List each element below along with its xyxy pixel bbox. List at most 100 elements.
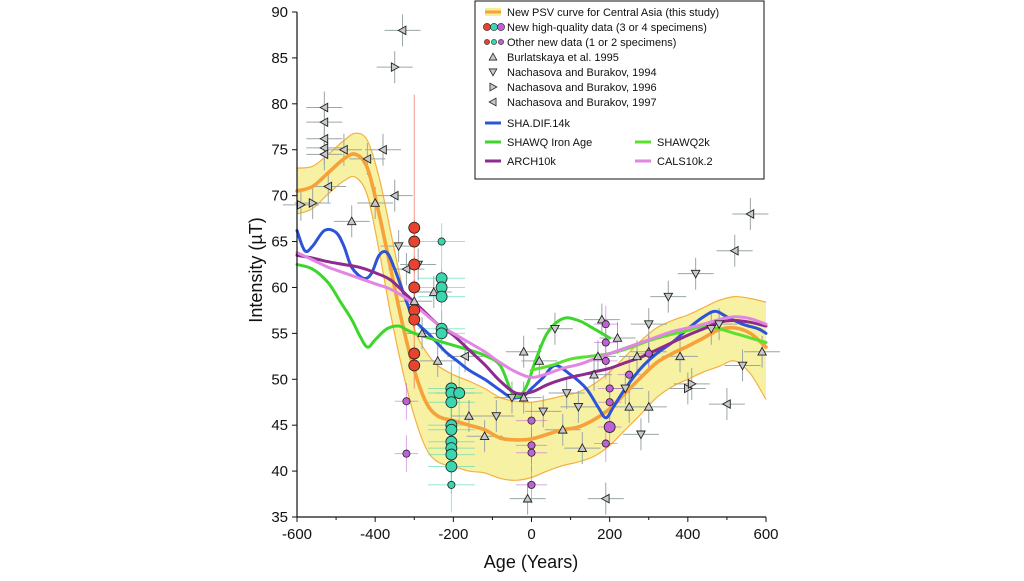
new-data-point (402, 397, 411, 406)
new-data-point (601, 338, 610, 347)
literature-point (432, 355, 443, 365)
literature-point (401, 264, 411, 275)
y-tick-label: 40 (271, 463, 288, 480)
x-tick-label: 0 (527, 526, 535, 543)
literature-point (721, 399, 731, 410)
new-data-point (408, 359, 421, 372)
literature-point (690, 269, 701, 279)
series-line-2 (295, 227, 768, 420)
literature-point (600, 493, 610, 504)
series-line-5 (295, 253, 768, 396)
legend-label: SHA.DIF.14k (507, 118, 570, 130)
new-data-point (527, 448, 536, 457)
literature-point (319, 149, 329, 160)
legend-swatch-dot (498, 39, 504, 45)
literature-point (319, 102, 329, 113)
literature-point (393, 242, 404, 252)
new-data-point (445, 448, 458, 461)
literature-point (612, 332, 623, 342)
literature-point (319, 133, 329, 144)
new-data-point (445, 423, 458, 436)
legend-label: SHAWQ Iron Age (507, 137, 592, 149)
new-data-point (601, 356, 610, 365)
new-data-point (445, 396, 458, 409)
legend-label: Other new data (1 or 2 specimens) (507, 37, 676, 49)
literature-point (506, 393, 517, 403)
literature-point (549, 324, 560, 334)
y-tick-label: 85 (271, 50, 288, 67)
literature-point (319, 142, 329, 153)
literature-point (464, 410, 474, 420)
series-line-6 (295, 251, 768, 379)
literature-point (518, 392, 529, 402)
x-tick-label: -400 (360, 526, 390, 543)
literature-point (338, 144, 348, 155)
literature-point (522, 493, 533, 503)
literature-point (592, 351, 603, 361)
x-axis-title: Age (Years) (484, 552, 578, 572)
x-tick-label: 400 (675, 526, 700, 543)
legend-label: SHAWQ2k (657, 137, 710, 149)
legend-swatch-dot (483, 23, 491, 31)
legend-label: New high-quality data (3 or 4 specimens) (507, 22, 707, 34)
literature-point (390, 62, 400, 73)
legend-swatch-triangle (488, 68, 498, 77)
new-data-point (527, 480, 536, 489)
legend-box (474, 0, 765, 180)
literature-point (620, 384, 631, 394)
x-tick-label: 600 (753, 526, 778, 543)
literature-point (557, 424, 568, 434)
literature-point (308, 198, 318, 208)
literature-point (417, 328, 428, 338)
literature-point (632, 351, 642, 361)
psv-envelope-lower (296, 175, 767, 481)
new-data-point (527, 416, 536, 425)
literature-point (346, 216, 357, 226)
series-line-3 (295, 263, 612, 399)
new-data-point (435, 290, 448, 303)
literature-point (635, 430, 646, 440)
x-tick-label: 200 (597, 526, 622, 543)
x-tick-label: -200 (438, 526, 468, 543)
literature-point (589, 369, 599, 379)
legend-label: CALS10k.2 (657, 156, 713, 168)
literature-point (518, 346, 529, 356)
y-tick-label: 65 (271, 234, 288, 251)
y-tick-label: 35 (271, 509, 288, 526)
literature-point (757, 346, 768, 356)
literature-point (745, 209, 755, 219)
new-data-point (437, 237, 446, 246)
literature-point (737, 361, 748, 371)
y-tick-label: 45 (271, 417, 288, 434)
literature-point (561, 389, 572, 399)
legend-label: Nachasova and Burakov, 1996 (507, 82, 657, 94)
legend-label: Nachasova and Burakov, 1997 (507, 97, 657, 109)
new-data-point (527, 441, 536, 450)
new-data-point (408, 258, 421, 271)
legend-swatch-triangle (488, 52, 498, 61)
new-data-point (435, 327, 448, 340)
literature-point (534, 355, 545, 365)
axes: Age (Years) Intensity (µT) 35 40 45 50 55 60 6… (246, 4, 779, 572)
legend: New PSV curve for Central Asia (this stu… (474, 0, 765, 180)
new-data-point (408, 221, 421, 234)
literature-point (706, 324, 717, 334)
literature-point (428, 286, 439, 296)
new-data-point (408, 313, 421, 326)
legend-swatch-triangle (488, 97, 497, 107)
new-data-point (402, 449, 411, 458)
legend-swatch-dot (491, 39, 497, 45)
y-tick-label: 60 (271, 279, 288, 296)
literature-point (491, 412, 502, 422)
series-line-1 (295, 152, 768, 442)
new-data-point (625, 370, 634, 379)
literature-point (459, 351, 469, 362)
literature-point (362, 153, 372, 164)
new-data-point (447, 480, 456, 489)
literature-point (643, 401, 654, 411)
new-data-point (603, 421, 616, 433)
new-data-point (605, 384, 614, 393)
literature-point (573, 403, 584, 412)
literature-point (675, 351, 685, 361)
